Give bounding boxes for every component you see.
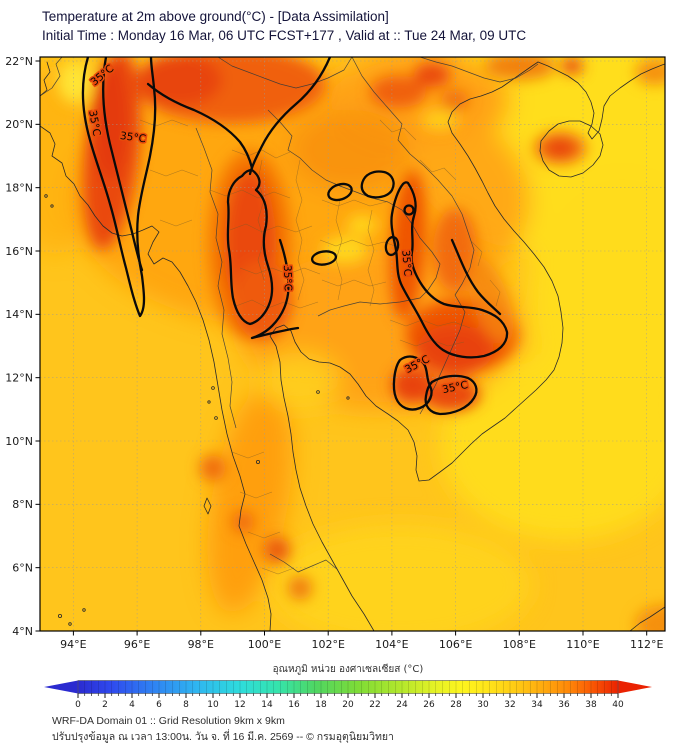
coastlines [40, 61, 665, 631]
colorbar-tick-label: 18 [315, 700, 327, 710]
colorbar-ticks: 0 2 4 6 8 10 12 14 16 18 20 22 24 26 28 30 32 34 36 38 40 [75, 680, 624, 710]
x-axis: 94°E 96°E 98°E 100°E 102°E 104°E 106°E 108°E 110… [60, 631, 663, 651]
y-axis-label: 22°N [5, 55, 33, 68]
y-axis-label: 14°N [5, 308, 33, 321]
colorbar-tick-label: 34 [531, 700, 543, 710]
x-axis-label: 94°E [60, 638, 86, 651]
colorbar-tick-label: 6 [156, 700, 162, 710]
colorbar-left-arrow [44, 680, 78, 694]
y-axis-label: 20°N [5, 118, 33, 131]
x-axis-label: 96°E [124, 638, 150, 651]
x-axis-label: 106°E [439, 638, 472, 651]
colorbar-tick-label: 8 [183, 700, 189, 710]
colorbar-tick-label: 26 [423, 700, 435, 710]
colorbar-tick-label: 36 [558, 700, 570, 710]
colorbar-tick-label: 4 [129, 700, 135, 710]
footer-update-info: ปรับปรุงข้อมูล ณ เวลา 13:00น. วัน จ. ที่… [52, 731, 394, 743]
x-axis-label: 112°E [630, 638, 663, 651]
footer: WRF-DA Domain 01 :: Grid Resolution 9km … [52, 714, 394, 745]
y-axis-label: 16°N [5, 245, 33, 258]
map-field: 35°C35°C35°C35°C35°C35°C35°C [40, 57, 665, 631]
colorbar-gradient [78, 680, 618, 694]
colorbar-tick-label: 30 [477, 700, 489, 710]
colorbar-tick-label: 32 [504, 700, 515, 710]
temperature-map: 35°C35°C35°C35°C35°C35°C35°C 22°N20°N18°… [5, 55, 666, 710]
colorbar-tick-label: 24 [396, 700, 408, 710]
y-axis-label: 18°N [5, 182, 33, 195]
colorbar-tick-label: 0 [75, 700, 81, 710]
contour-value-label: 35°C [441, 379, 469, 396]
colorbar-title: อุณหภูมิ หน่วย องศาเซลเซียส (°C) [273, 663, 424, 675]
country-borders [40, 57, 539, 573]
map-frame [39, 56, 666, 632]
footer-domain-info: WRF-DA Domain 01 :: Grid Resolution 9km … [52, 715, 285, 727]
contour-value-label: 35°C [281, 265, 294, 291]
page-subtitle: Initial Time : Monday 16 Mar, 06 UTC FCS… [42, 28, 527, 43]
x-axis-label: 104°E [375, 638, 408, 651]
colorbar-tick-label: 38 [585, 700, 597, 710]
colorbar-tick-label: 2 [102, 700, 108, 710]
x-axis-label: 102°E [311, 638, 344, 651]
contour-value-label: 35°C [399, 250, 413, 277]
colorbar-tick-label: 12 [234, 700, 245, 710]
colorbar-tick-label: 10 [207, 700, 219, 710]
province-boundaries [139, 119, 501, 575]
x-axis-label: 100°E [248, 638, 281, 651]
y-axis-label: 4°N [12, 625, 33, 638]
y-axis: 22°N 20°N 18°N 16°N 14°N 12°N 10°N 8°N 6°N 4°N [5, 55, 40, 638]
y-axis-label: 6°N [12, 562, 33, 575]
colorbar-tick-label: 20 [342, 700, 354, 710]
y-axis-label: 8°N [12, 498, 33, 511]
colorbar-right-arrow [618, 680, 652, 694]
x-axis-label: 98°E [188, 638, 214, 651]
header: Temperature at 2m above ground(°C) - [Da… [42, 7, 526, 45]
colorbar: อุณหภูมิ หน่วย องศาเซลเซียส (°C) 0 2 4 6 8 10… [44, 663, 652, 710]
x-axis-label: 108°E [503, 638, 536, 651]
colorbar-tick-label: 22 [369, 700, 380, 710]
colorbar-tick-label: 16 [288, 700, 300, 710]
y-axis-label: 10°N [5, 435, 33, 448]
y-axis-label: 12°N [5, 372, 33, 385]
colorbar-tick-label: 40 [612, 700, 624, 710]
colorbar-tick-label: 28 [450, 700, 462, 710]
colorbar-tick-label: 14 [261, 700, 273, 710]
page-title: Temperature at 2m above ground(°C) - [Da… [42, 9, 389, 24]
temperature-contours-35c [81, 57, 509, 416]
contour-value-label: 35°C [119, 130, 146, 145]
x-axis-label: 110°E [566, 638, 599, 651]
